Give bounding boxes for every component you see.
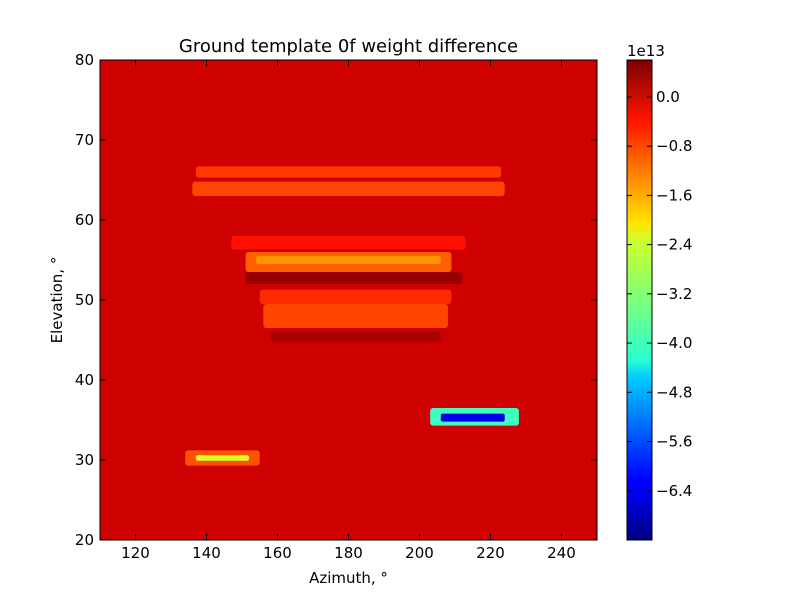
- colorbar-tick-label: −4.0: [656, 334, 692, 352]
- x-tick-label: 200: [405, 544, 434, 562]
- colorbar-tick-label: −2.4: [656, 236, 692, 254]
- heatmap-region: [263, 304, 448, 328]
- heatmap-region-core: [195, 455, 250, 461]
- y-tick-label: 50: [75, 291, 94, 309]
- heatmap-region-core: [256, 256, 441, 264]
- heatmap-region: [231, 236, 466, 250]
- y-axis-ticks: 20 30 40 50 60 70 80: [75, 51, 597, 549]
- x-axis-label: Azimuth, °: [309, 569, 388, 587]
- colorbar-tick-label: −5.6: [656, 433, 692, 451]
- colorbar: 1e13 0.0 −0.8 −1.6 −2.4 −3.2 −4.0 −4.8 −5.6 −6.4: [626, 42, 692, 541]
- heatmap-region: [270, 332, 441, 342]
- x-tick-label: 180: [334, 544, 363, 562]
- x-tick-label: 220: [476, 544, 505, 562]
- heatmap-region: [259, 289, 452, 304]
- y-tick-label: 80: [75, 51, 94, 69]
- y-tick-label: 40: [75, 371, 94, 389]
- x-tick-label: 240: [547, 544, 576, 562]
- x-tick-label: 120: [121, 544, 150, 562]
- chart-title: Ground template 0f weight difference: [179, 36, 518, 57]
- plot-area: [100, 60, 597, 540]
- colorbar-tick-label: −1.6: [656, 186, 692, 204]
- heatmap-regions: [185, 166, 519, 466]
- y-tick-label: 70: [75, 131, 94, 149]
- colorbar-tick-label: −6.4: [656, 482, 692, 500]
- colorbar-tick-label: −0.8: [656, 137, 692, 155]
- y-tick-label: 60: [75, 211, 94, 229]
- colorbar-tick-label: −4.8: [656, 383, 692, 401]
- heatmap-region-core: [440, 413, 505, 422]
- heatmap-region: [192, 181, 505, 196]
- colorbar-gradient: [626, 59, 653, 541]
- y-tick-label: 30: [75, 451, 94, 469]
- x-tick-label: 140: [192, 544, 221, 562]
- heatmap-region: [245, 272, 463, 284]
- y-tick-label: 20: [75, 531, 94, 549]
- colorbar-tick-label: −3.2: [656, 285, 692, 303]
- x-axis-ticks: 120 140 160 180 200 220 240: [121, 60, 576, 562]
- heatmap-region: [195, 166, 502, 178]
- y-axis-label: Elevation, °: [48, 257, 66, 344]
- x-tick-label: 160: [263, 544, 292, 562]
- colorbar-multiplier: 1e13: [627, 42, 665, 60]
- colorbar-ticks: 0.0 −0.8 −1.6 −2.4 −3.2 −4.0 −4.8 −5.6 −6.4: [627, 88, 692, 500]
- colorbar-tick-label: 0.0: [656, 88, 680, 106]
